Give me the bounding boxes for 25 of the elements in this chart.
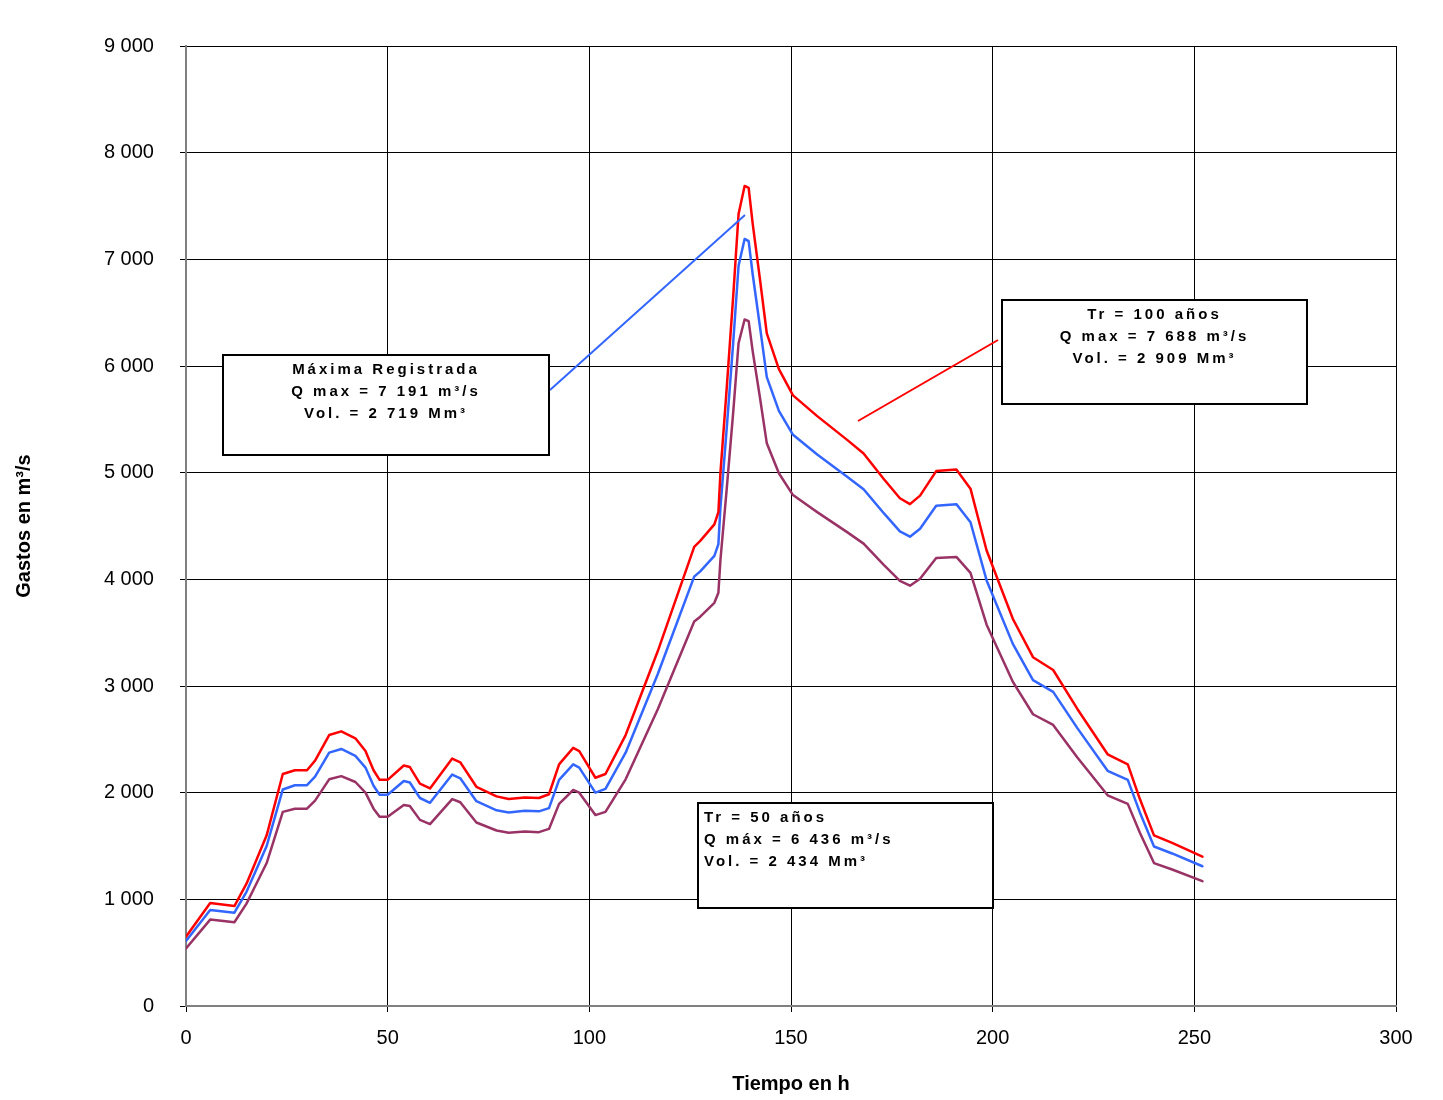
y-tick-label: 9 000 — [103, 33, 154, 56]
x-tick-label: 300 — [1379, 1025, 1413, 1048]
x-tick-label: 200 — [975, 1025, 1010, 1048]
x-tick-label: 50 — [376, 1025, 399, 1048]
y-axis-title: Gastos en m³/s — [11, 454, 34, 598]
note-box: Máxima Registrada Q max = 7 191 m³/s Vol. = 2 719 Mm³ — [222, 354, 550, 456]
x-tick-label: 0 — [180, 1025, 192, 1048]
y-tick-label: 7 000 — [103, 246, 154, 269]
note-box: Tr = 50 años Q máx = 6 436 m³/s Vol. = 2 434 Mm³ — [697, 802, 994, 909]
x-tick-label: 150 — [774, 1025, 808, 1048]
x-tick-label: 250 — [1177, 1025, 1212, 1048]
annotation: Tr = 50 años Q máx = 6 436 m³/s Vol. = 2 434 Mm³ — [704, 807, 895, 871]
x-tick-label: 100 — [572, 1025, 607, 1048]
y-tick-label: 4 000 — [103, 566, 154, 589]
y-tick-label: 6 000 — [103, 353, 154, 376]
annotation: Máxima Registrada Q max = 7 191 m³/s Vol. = 2 719 Mm³ — [290, 359, 482, 423]
y-tick-label: 1 000 — [103, 886, 154, 909]
y-tick-label: 0 — [142, 993, 154, 1016]
y-tick-label: 3 000 — [103, 673, 154, 696]
y-tick-label: 2 000 — [103, 780, 154, 803]
y-tick-label: 5 000 — [103, 460, 154, 483]
note-box: Tr = 100 años Q max = 7 688 m³/s Vol. = 2 909 Mm³ — [1001, 299, 1308, 405]
annotation: Tr = 100 años Q max = 7 688 m³/s Vol. = 2 909 Mm³ — [1058, 304, 1251, 368]
x-axis-title: Tiempo en h — [732, 1071, 850, 1094]
y-tick-label: 8 000 — [103, 140, 154, 163]
